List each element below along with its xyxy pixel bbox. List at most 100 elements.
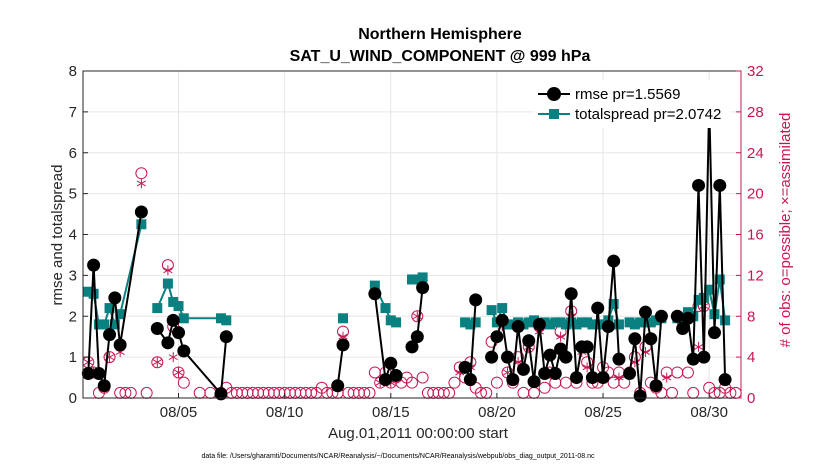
x-tick-label: 08/05 <box>160 404 198 421</box>
rmse-point <box>681 311 695 325</box>
rmse-point <box>649 379 663 393</box>
rmse-point <box>378 373 392 387</box>
y2-tick-label: 4 <box>747 349 755 366</box>
totalspread-point <box>109 319 120 330</box>
rmse-point <box>495 313 509 327</box>
totalspread-point <box>136 219 147 230</box>
totalspread-point <box>168 296 179 307</box>
rmse-point <box>384 356 398 370</box>
rmse-point <box>463 373 477 387</box>
rmse-point <box>580 340 594 354</box>
obs-assimilated-point <box>173 367 184 378</box>
obs-possible-point <box>140 386 153 399</box>
totalspread-point <box>608 298 619 309</box>
rmse-point <box>596 371 610 385</box>
totalspread-point <box>173 301 184 312</box>
totalspread-point <box>99 319 110 330</box>
rmse-point <box>458 360 472 374</box>
totalspread-point <box>635 317 646 328</box>
rmse-point <box>543 348 557 362</box>
totalspread-point <box>486 305 497 316</box>
totalspread-point <box>555 317 566 328</box>
obs-possible-point <box>204 386 217 399</box>
obs-possible-point <box>177 376 190 389</box>
rmse-point <box>161 336 175 350</box>
totalspread-point <box>369 280 380 291</box>
rmse-point <box>601 319 615 333</box>
rmse-point <box>516 362 530 376</box>
rmse-point <box>150 322 164 336</box>
y-tick-label: 1 <box>69 349 77 366</box>
rmse-point <box>697 350 711 364</box>
rmse-point <box>469 293 483 307</box>
y-axis-label: rmse and totalspread <box>49 165 66 306</box>
x-tick-label: 08/30 <box>690 404 728 421</box>
totalspread-point <box>497 303 508 314</box>
rmse-point <box>97 379 111 393</box>
rmse-point <box>585 371 599 385</box>
totalspread-point <box>391 317 402 328</box>
totalspread-point <box>152 303 163 314</box>
rmse-point <box>538 366 552 380</box>
rmse-point <box>92 366 106 380</box>
totalspread-point <box>571 319 582 330</box>
totalspread-point <box>693 294 704 305</box>
totalspread-point <box>529 315 540 326</box>
totalspread-point <box>407 274 417 285</box>
totalspread-point <box>470 317 481 328</box>
totalspread-point <box>215 313 226 324</box>
y2-tick-label: 16 <box>747 227 764 244</box>
obs-possible-point <box>135 167 148 180</box>
totalspread-point <box>704 284 715 295</box>
rmse-point <box>368 287 382 301</box>
totalspread-point <box>544 319 555 330</box>
totalspread-point <box>720 315 731 326</box>
rmse-point <box>713 178 727 192</box>
rmse-point <box>532 317 546 331</box>
totalspread-point <box>629 319 640 330</box>
rmse-point <box>501 350 515 364</box>
totalspread-point <box>592 319 603 330</box>
totalspread-point <box>380 303 391 314</box>
obs-possible-point <box>528 386 541 399</box>
x-tick-label: 08/20 <box>478 404 516 421</box>
rmse-point <box>336 338 350 352</box>
totalspread-point <box>385 315 396 326</box>
rmse-point <box>692 178 706 192</box>
totalspread-point <box>88 288 99 299</box>
series-layer <box>81 97 742 403</box>
obs-possible-point <box>490 376 503 389</box>
obs-possible-point <box>538 381 551 394</box>
rmse-point <box>177 344 191 358</box>
totalspread-point <box>338 313 349 324</box>
y2-axis-label: # of obs: o=possible; ×=assimilated <box>777 113 794 348</box>
rmse-point <box>511 319 525 333</box>
obs-possible-point <box>448 376 461 389</box>
obs-possible-point <box>151 356 164 369</box>
legend-totalspread-marker <box>549 109 559 119</box>
rmse-point <box>490 330 504 344</box>
y-tick-label: 2 <box>69 308 77 325</box>
totalspread-point <box>550 317 561 328</box>
y-tick-label: 5 <box>69 186 77 203</box>
rmse-point <box>166 313 180 327</box>
totalspread-point <box>714 274 725 285</box>
y-tick-label: 8 <box>69 63 77 80</box>
y2-tick-label: 20 <box>747 186 764 203</box>
rmse-point <box>570 371 583 385</box>
rmse-point <box>172 326 186 340</box>
totalspread-point <box>624 317 635 328</box>
y-tick-label: 7 <box>69 104 77 121</box>
rmse-point <box>331 379 345 393</box>
totalspread-point <box>465 319 476 330</box>
y2-tick-label: 28 <box>747 104 764 121</box>
rmse-point <box>113 338 127 352</box>
obs-assimilated-point <box>163 265 173 276</box>
totalspread-point <box>645 317 656 328</box>
rmse-point <box>607 254 621 268</box>
y2-tick-label: 0 <box>747 390 755 407</box>
y-tick-label: 4 <box>69 227 77 244</box>
totalspread-point <box>93 319 104 330</box>
obs-possible-point <box>681 366 694 379</box>
